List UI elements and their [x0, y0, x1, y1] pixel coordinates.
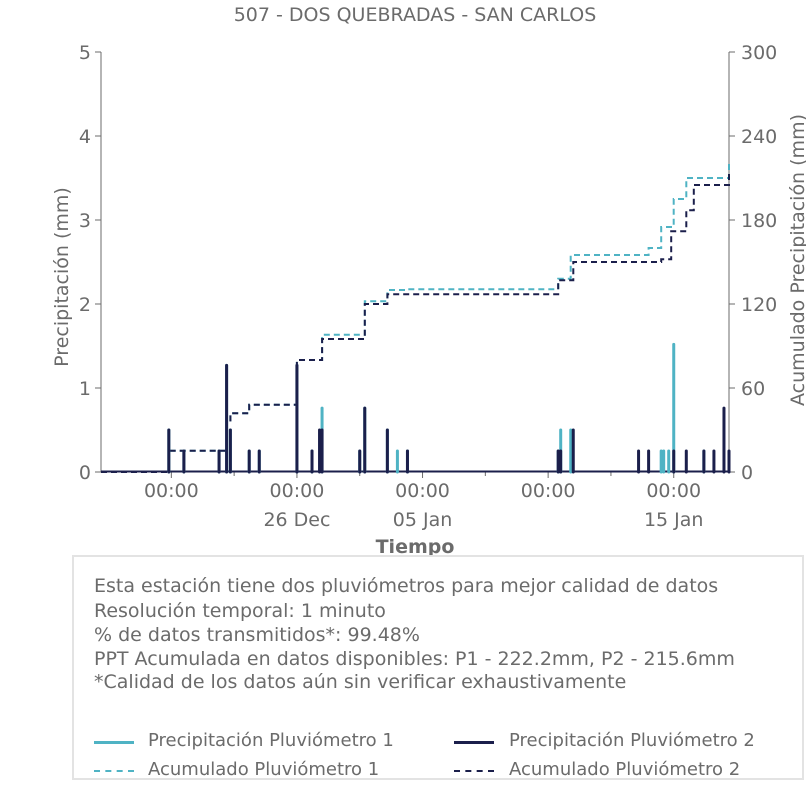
- y-left-tick-label: 5: [79, 42, 91, 64]
- x-tick-date-label: 05 Jan: [393, 509, 453, 531]
- x-tick-time-label: 00:00: [395, 480, 450, 502]
- legend-label-a2: Acumulado Pluviómetro 2: [509, 759, 741, 780]
- y-right-tick-label: 240: [741, 126, 777, 148]
- info-line-two-gauges: Esta estación tiene dos pluviómetros par…: [94, 575, 719, 597]
- y-left-tick-label: 0: [79, 462, 91, 484]
- chart-axes: 0 1 2 3 4 5 0 60 120 180 240 300 00:00 00:00 26 Dec 00:…: [79, 42, 777, 531]
- info-line-resolution: Resolución temporal: 1 minuto: [94, 600, 386, 622]
- info-box: Esta estación tiene dos pluviómetros par…: [72, 555, 804, 780]
- x-tick-date-label: 15 Jan: [644, 509, 704, 531]
- y-right-tick-label: 300: [741, 42, 777, 64]
- x-tick-time-label: 00:00: [646, 480, 701, 502]
- y-left-tick-label: 3: [79, 210, 91, 232]
- y-axis-left-label: Precipitación (mm): [51, 187, 73, 367]
- cumulative-line-2: [101, 170, 730, 473]
- info-line-transmitted: % de datos transmitidos*: 99.48%: [94, 624, 420, 646]
- legend-label-p1: Precipitación Pluviómetro 1: [148, 730, 394, 751]
- x-tick-time-label: 00:00: [270, 480, 325, 502]
- rainfall-chart: 507 - DOS QUEBRADAS - SAN CARLOS Precipi…: [51, 4, 806, 555]
- x-tick-time-label: 00:00: [144, 480, 199, 502]
- legend-swatch-p2: [454, 741, 494, 744]
- info-line-quality-note: *Calidad de los datos aún sin verificar …: [94, 671, 627, 693]
- y-left-tick-label: 4: [79, 126, 91, 148]
- legend-swatch-p1: [94, 741, 134, 744]
- legend-swatch-a2: [454, 770, 494, 772]
- chart-series: [101, 160, 731, 474]
- chart-title: 507 - DOS QUEBRADAS - SAN CARLOS: [234, 4, 597, 26]
- y-right-tick-label: 180: [741, 210, 777, 232]
- legend-label-a1: Acumulado Pluviómetro 1: [148, 759, 380, 780]
- cumulative-line-1: [101, 160, 730, 473]
- x-axis-label: Tiempo: [376, 536, 455, 555]
- y-left-tick-label: 1: [79, 378, 91, 400]
- y-right-tick-label: 60: [741, 378, 765, 400]
- x-tick-time-label: 00:00: [521, 480, 576, 502]
- legend-label-p2: Precipitación Pluviómetro 2: [509, 730, 755, 751]
- y-left-tick-label: 2: [79, 294, 91, 316]
- y-right-tick-label: 120: [741, 294, 777, 316]
- info-line-accumulated: PPT Acumulada en datos disponibles: P1 -…: [94, 648, 735, 670]
- y-axis-right-label: Acumulado Precipitación (mm): [787, 114, 806, 406]
- legend-swatch-a1: [94, 770, 134, 772]
- y-right-tick-label: 0: [741, 462, 753, 484]
- x-tick-date-label: 26 Dec: [263, 509, 330, 531]
